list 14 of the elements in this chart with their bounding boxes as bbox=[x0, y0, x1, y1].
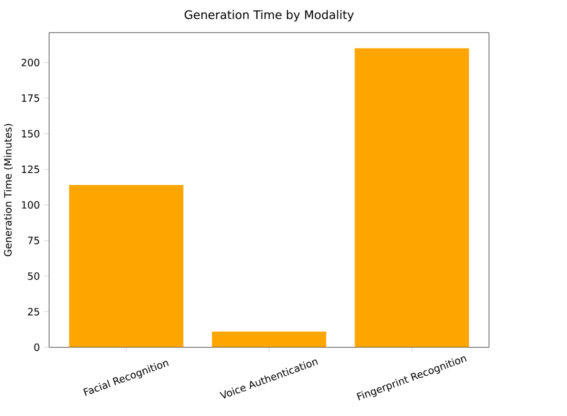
y-tick-label: 100 bbox=[22, 201, 40, 209]
y-tick-label: 125 bbox=[22, 166, 40, 174]
bar bbox=[212, 332, 326, 348]
bar bbox=[69, 184, 184, 348]
y-tick-label: 200 bbox=[22, 58, 40, 66]
y-tick-label: 50 bbox=[28, 272, 40, 280]
y-axis-title: Generation Time (Minutes) bbox=[4, 124, 13, 256]
y-tick-label: 175 bbox=[22, 94, 40, 102]
y-tick-label: 150 bbox=[22, 130, 40, 138]
y-tick-label: 75 bbox=[28, 236, 40, 244]
y-tick-label: 25 bbox=[28, 308, 40, 316]
y-tick-label: 0 bbox=[34, 344, 40, 352]
bar bbox=[354, 48, 470, 348]
chart-title: Generation Time by Modality bbox=[184, 10, 354, 22]
